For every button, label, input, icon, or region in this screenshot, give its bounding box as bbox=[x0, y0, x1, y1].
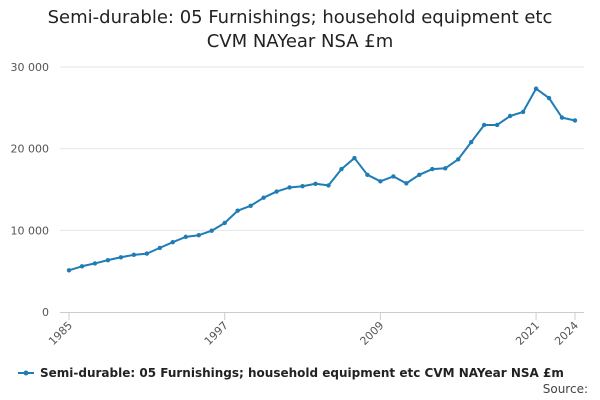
data-point[interactable] bbox=[170, 239, 175, 245]
data-point[interactable] bbox=[507, 113, 513, 119]
data-point[interactable] bbox=[222, 220, 227, 226]
data-point[interactable] bbox=[481, 122, 487, 128]
x-tick-label: 2021 bbox=[513, 319, 542, 348]
y-tick-label: 0 bbox=[42, 306, 49, 319]
x-tick-label: 1985 bbox=[46, 319, 75, 348]
data-point[interactable] bbox=[456, 157, 461, 162]
data-point[interactable] bbox=[118, 255, 124, 260]
data-point[interactable] bbox=[546, 95, 552, 101]
data-point[interactable] bbox=[533, 86, 539, 91]
series-layer bbox=[66, 86, 578, 273]
data-point[interactable] bbox=[520, 109, 526, 115]
data-point[interactable] bbox=[66, 268, 72, 273]
data-point[interactable] bbox=[326, 183, 331, 188]
data-point[interactable] bbox=[430, 166, 435, 172]
legend[interactable]: Semi-durable: 05 Furnishings; household … bbox=[18, 364, 564, 382]
data-point[interactable] bbox=[248, 203, 253, 209]
chart-title-line-2: CVM NAYear NSA £m bbox=[206, 31, 394, 52]
gridlines bbox=[60, 66, 584, 231]
data-point[interactable] bbox=[92, 261, 98, 266]
data-point[interactable] bbox=[469, 139, 474, 145]
series-line bbox=[68, 87, 576, 272]
data-point[interactable] bbox=[339, 166, 344, 172]
data-point[interactable] bbox=[183, 234, 188, 240]
y-tick-label: 30 000 bbox=[11, 61, 50, 74]
data-point[interactable] bbox=[391, 174, 396, 179]
y-tick-label: 10 000 bbox=[11, 224, 50, 237]
y-tick-label: 20 000 bbox=[11, 143, 50, 156]
data-point[interactable] bbox=[313, 181, 318, 186]
data-point[interactable] bbox=[157, 245, 163, 251]
x-tick-label: 2024 bbox=[552, 319, 581, 348]
legend-swatch-icon bbox=[18, 370, 34, 376]
tick-labels: 0 10 000 20 000 30 000 1985 1997 2009 2021 2024 bbox=[11, 61, 582, 348]
data-point[interactable] bbox=[417, 172, 422, 177]
data-point[interactable] bbox=[352, 155, 357, 161]
axes bbox=[60, 312, 584, 320]
data-point[interactable] bbox=[261, 195, 266, 200]
data-point[interactable] bbox=[144, 251, 150, 256]
data-point[interactable] bbox=[494, 122, 500, 128]
data-point[interactable] bbox=[196, 233, 201, 238]
x-tick-label: 1997 bbox=[202, 319, 231, 348]
data-point[interactable] bbox=[131, 252, 137, 258]
data-point[interactable] bbox=[287, 185, 292, 190]
data-point[interactable] bbox=[79, 264, 85, 269]
data-point[interactable] bbox=[365, 172, 370, 177]
data-point[interactable] bbox=[209, 228, 214, 233]
data-point[interactable] bbox=[443, 166, 448, 171]
data-point[interactable] bbox=[378, 179, 383, 184]
chart-title: Semi-durable: 05 Furnishings; household … bbox=[0, 6, 600, 54]
data-point[interactable] bbox=[559, 115, 565, 120]
data-point[interactable] bbox=[105, 257, 111, 263]
chart-title-line-1: Semi-durable: 05 Furnishings; household … bbox=[47, 7, 553, 28]
x-tick-label: 2009 bbox=[358, 319, 387, 348]
data-point[interactable] bbox=[274, 189, 279, 194]
data-point[interactable] bbox=[235, 208, 240, 213]
source-label: Source: bbox=[542, 382, 588, 396]
legend-label: Semi-durable: 05 Furnishings; household … bbox=[40, 366, 564, 380]
data-point[interactable] bbox=[404, 181, 409, 186]
data-point[interactable] bbox=[572, 118, 578, 123]
data-point[interactable] bbox=[300, 184, 305, 189]
